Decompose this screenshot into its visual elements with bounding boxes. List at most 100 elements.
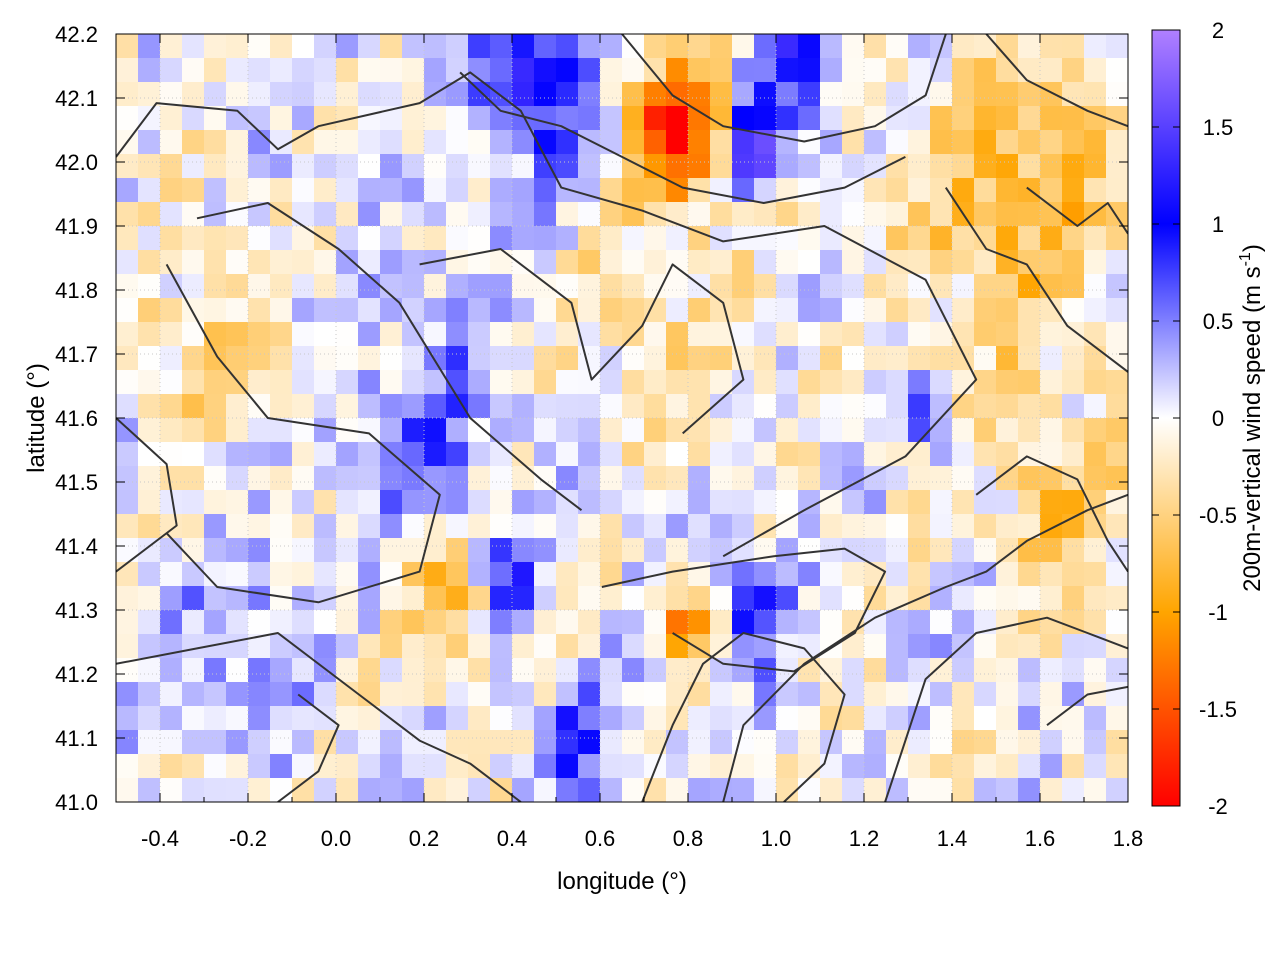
heatmap-cell <box>754 730 777 755</box>
heatmap-cell <box>710 610 733 635</box>
heatmap-cell <box>314 202 337 227</box>
heatmap-cell <box>380 274 403 299</box>
heatmap-cell <box>688 490 711 515</box>
heatmap-cell <box>292 466 315 491</box>
heatmap-cell <box>402 394 425 419</box>
heatmap-cell <box>688 298 711 323</box>
heatmap-cell <box>996 706 1019 731</box>
heatmap-cell <box>578 34 601 59</box>
heatmap-cell <box>952 610 975 635</box>
heatmap-cell <box>996 34 1019 59</box>
heatmap-cell <box>886 226 909 251</box>
heatmap-cell <box>1018 394 1041 419</box>
heatmap-cell <box>754 322 777 347</box>
heatmap-cell <box>842 706 865 731</box>
heatmap-cell <box>1018 226 1041 251</box>
heatmap-cell <box>622 106 645 131</box>
heatmap-cell <box>644 466 667 491</box>
heatmap-cell <box>1062 490 1085 515</box>
heatmap-cell <box>534 730 557 755</box>
heatmap-cell <box>578 178 601 203</box>
heatmap-cell <box>182 130 205 155</box>
heatmap-cell <box>886 562 909 587</box>
heatmap-cell <box>468 514 491 539</box>
heatmap-cell <box>358 682 381 707</box>
heatmap-cell <box>160 58 183 83</box>
heatmap-cell <box>248 442 271 467</box>
heatmap-cell <box>204 322 227 347</box>
heatmap-cell <box>160 778 183 802</box>
heatmap-cell <box>270 82 293 107</box>
heatmap-cell <box>798 58 821 83</box>
heatmap-cell <box>952 730 975 755</box>
heatmap-cell <box>1040 706 1063 731</box>
heatmap-cell <box>556 754 579 779</box>
heatmap-cell <box>952 706 975 731</box>
heatmap-cell <box>556 706 579 731</box>
heatmap-cell <box>248 466 271 491</box>
heatmap-cell <box>1040 274 1063 299</box>
heatmap-cell <box>842 778 865 802</box>
heatmap-cell <box>490 634 513 659</box>
heatmap-cell <box>688 154 711 179</box>
heatmap-cell <box>270 538 293 563</box>
heatmap-cell <box>468 730 491 755</box>
heatmap-cell <box>974 154 997 179</box>
heatmap-cell <box>798 730 821 755</box>
heatmap-cell <box>336 58 359 83</box>
heatmap-cell <box>292 130 315 155</box>
heatmap-cell <box>996 346 1019 371</box>
heatmap-cell <box>908 130 931 155</box>
heatmap-cell <box>160 34 183 59</box>
heatmap-cell <box>490 202 513 227</box>
heatmap-cell <box>424 274 447 299</box>
heatmap-cell <box>512 514 535 539</box>
heatmap-cell <box>886 346 909 371</box>
heatmap-cell <box>886 82 909 107</box>
heatmap-cell <box>402 226 425 251</box>
heatmap-cell <box>908 538 931 563</box>
heatmap-cell <box>666 178 689 203</box>
heatmap-cell <box>490 418 513 443</box>
contour-line <box>975 455 1128 573</box>
heatmap-cell <box>248 778 271 802</box>
heatmap-cell <box>336 514 359 539</box>
heatmap-cell <box>974 682 997 707</box>
heatmap-cell <box>1018 370 1041 395</box>
y-tick-label: 41.7 <box>55 342 98 367</box>
heatmap-cell <box>622 226 645 251</box>
heatmap-cell <box>1106 394 1128 419</box>
heatmap-cell <box>468 322 491 347</box>
heatmap-cell <box>490 442 513 467</box>
heatmap-cell <box>116 490 139 515</box>
heatmap-cell <box>292 106 315 131</box>
heatmap-cell <box>204 514 227 539</box>
heatmap-cell <box>138 58 161 83</box>
heatmap-cell <box>1062 250 1085 275</box>
x-tick-label: -0.4 <box>141 826 179 851</box>
heatmap-cell <box>864 226 887 251</box>
heatmap-cell <box>666 610 689 635</box>
heatmap-cell <box>116 298 139 323</box>
heatmap-cell <box>886 178 909 203</box>
heatmap-cell <box>710 130 733 155</box>
heatmap-cell <box>468 442 491 467</box>
heatmap-cell <box>908 250 931 275</box>
heatmap-cell <box>182 778 205 802</box>
heatmap-cell <box>182 346 205 371</box>
heatmap-cell <box>622 610 645 635</box>
heatmap-cell <box>490 178 513 203</box>
heatmap-cell <box>908 442 931 467</box>
heatmap-cell <box>490 274 513 299</box>
heatmap-cell <box>1084 154 1107 179</box>
heatmap-cell <box>446 586 469 611</box>
heatmap-cell <box>974 418 997 443</box>
heatmap-cell <box>116 610 139 635</box>
heatmap-cell <box>666 514 689 539</box>
heatmap-cell <box>248 226 271 251</box>
heatmap-cell <box>754 586 777 611</box>
heatmap-cell <box>314 442 337 467</box>
heatmap-cell <box>1040 730 1063 755</box>
heatmap-cell <box>512 538 535 563</box>
heatmap-cell <box>974 370 997 395</box>
